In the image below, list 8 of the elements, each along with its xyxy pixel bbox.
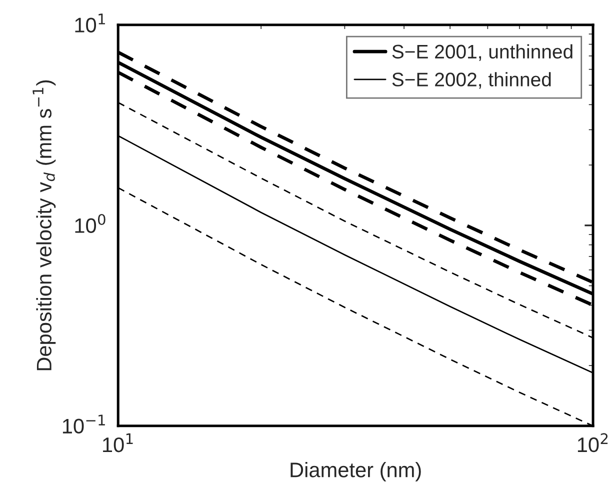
y-axis-title: Deposition velocity v$_{d}$ (mm s$^{−1}$): [32, 80, 56, 370]
x-axis-title: Diameter (nm): [290, 462, 421, 482]
legend-label: S−E 2001, unthinned: [392, 44, 572, 61]
x-tick-label: 10$^{2}$: [578, 433, 608, 452]
y-tick-label: 10$^{−1}$: [62, 414, 105, 434]
y-tick-label: 10$^{0}$: [75, 214, 106, 233]
y-tick-label: 10$^{1}$: [75, 14, 105, 32]
legend-label: S−E 2002, thinned: [392, 72, 551, 89]
